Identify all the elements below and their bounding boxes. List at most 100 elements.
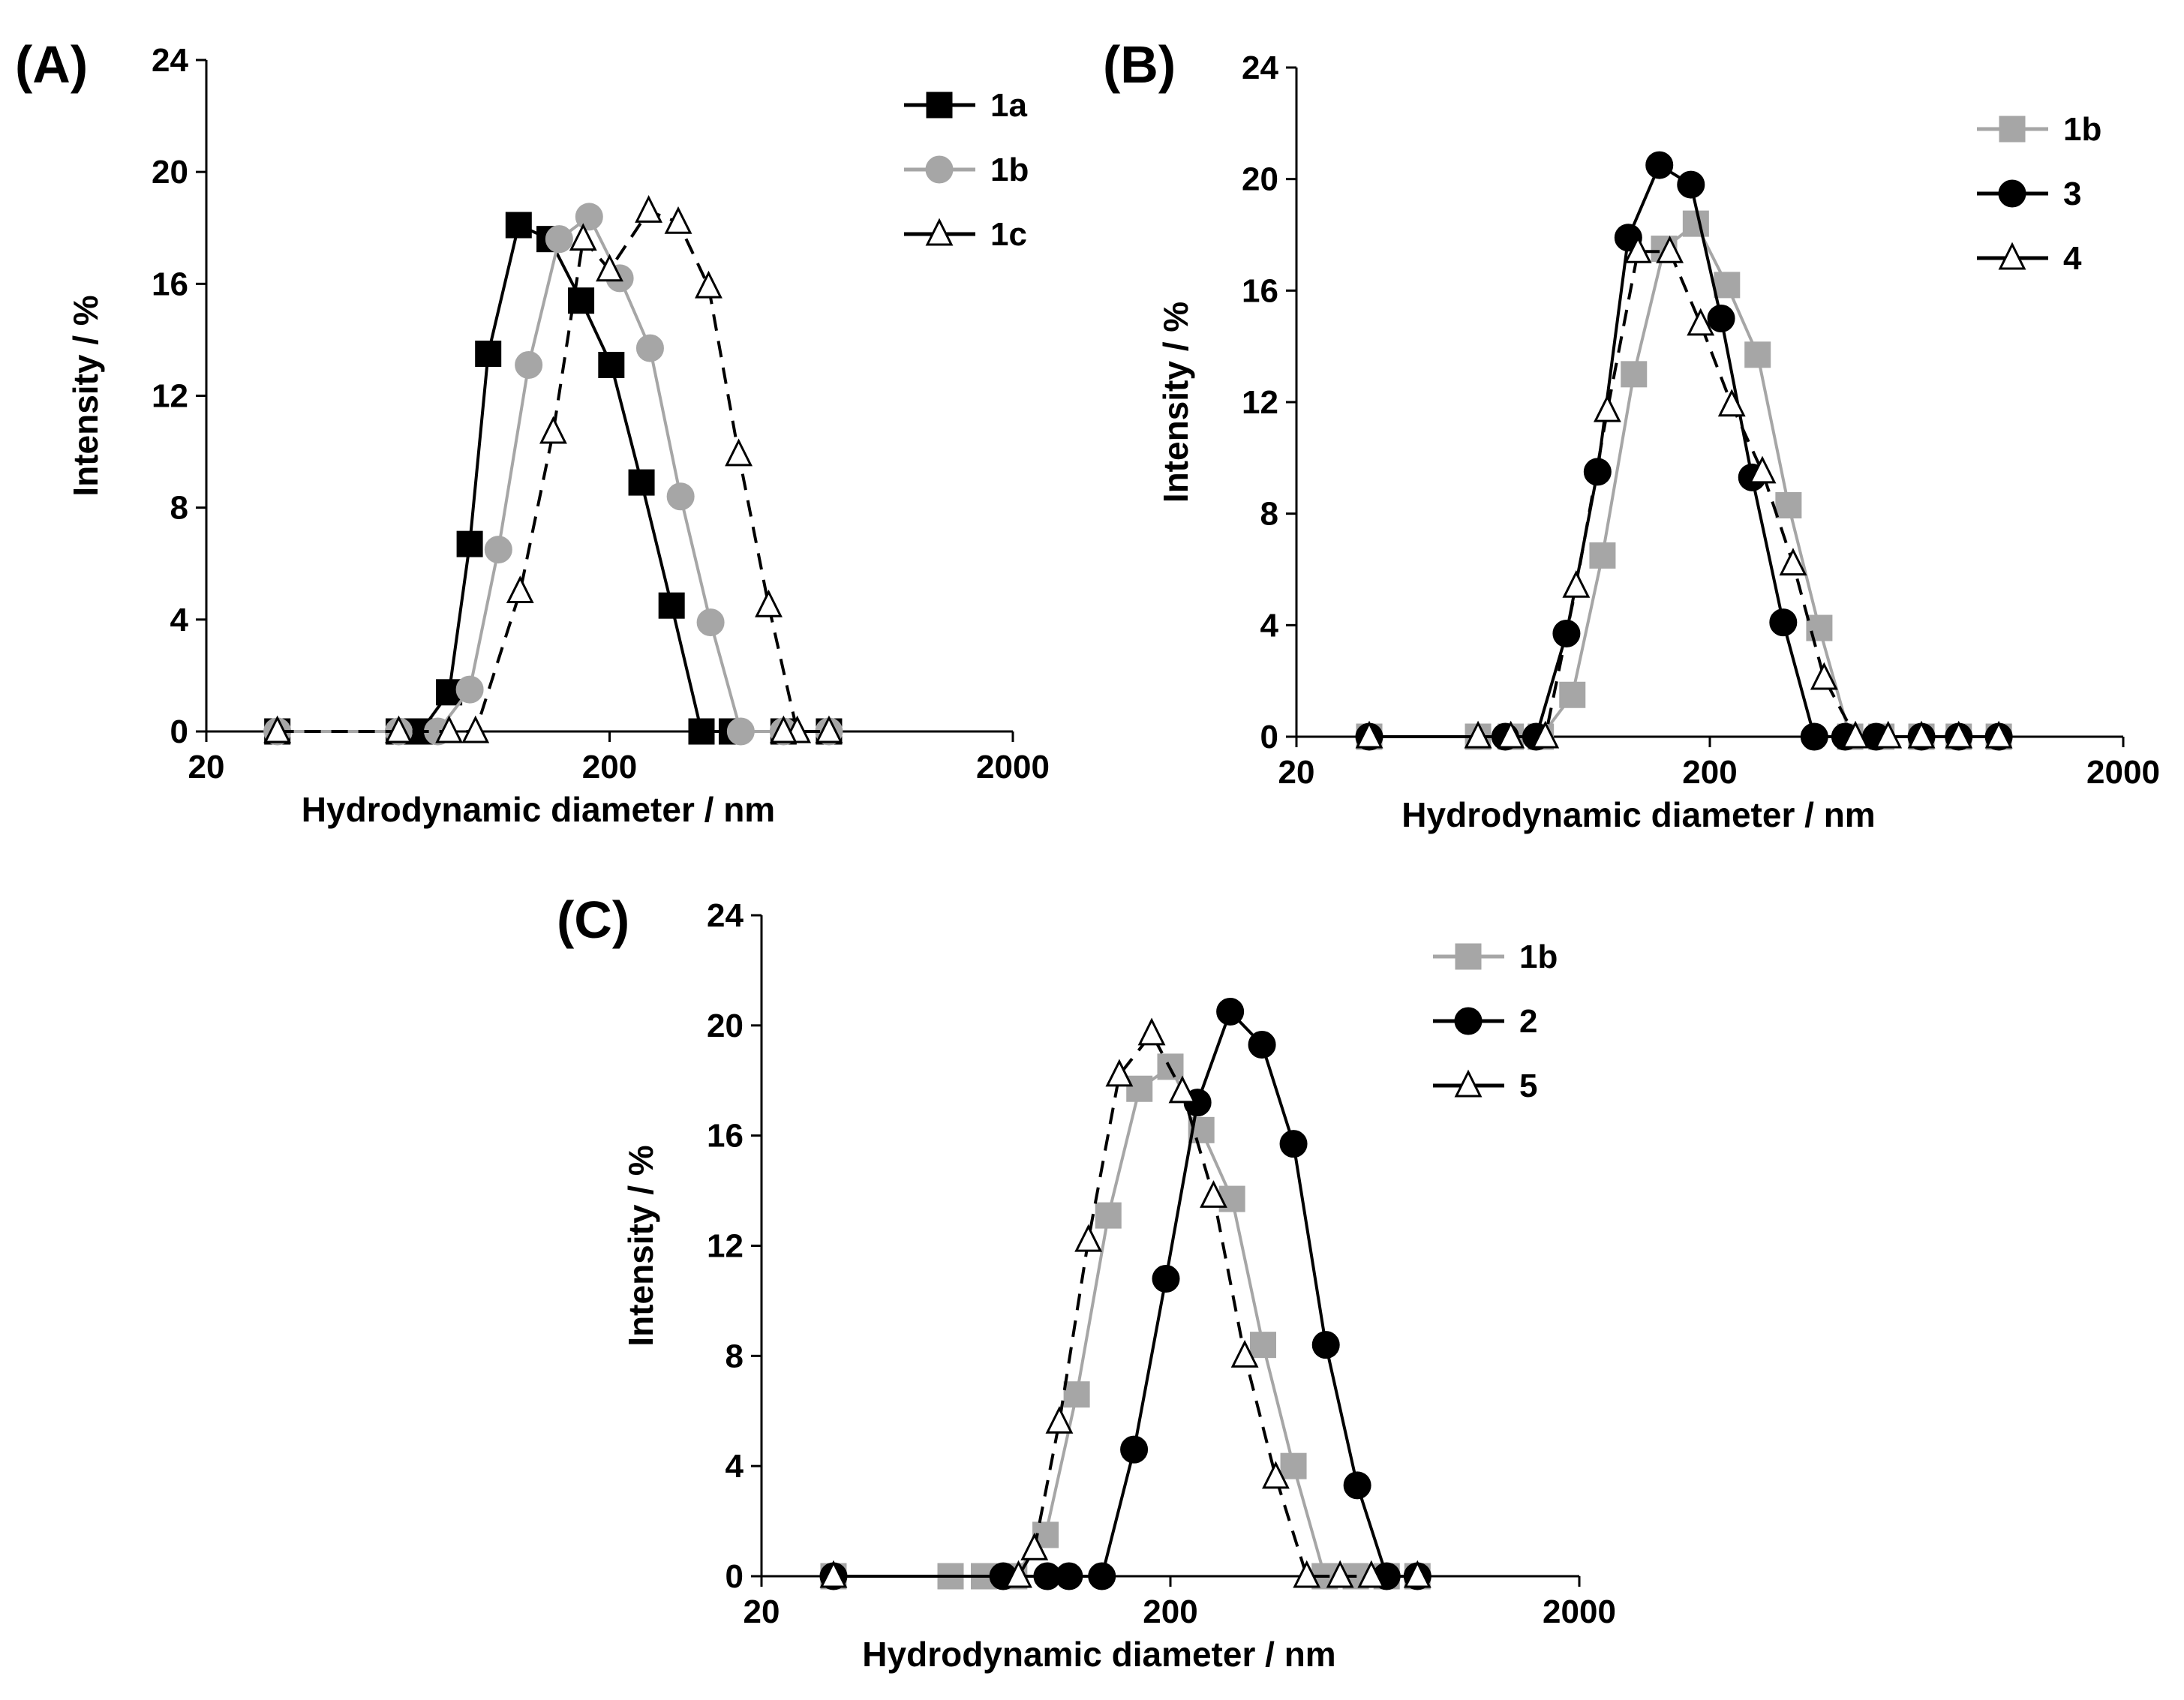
data-point-3 [1707, 305, 1735, 332]
series-line-1b [1369, 222, 1999, 738]
y-tick-label: 4 [170, 602, 189, 638]
y-axis-title: Intensity / % [66, 295, 105, 496]
data-point-1c [695, 270, 722, 299]
data-point-1b [1559, 681, 1586, 708]
data-point-1c [596, 254, 623, 282]
data-point-1b [1063, 1381, 1090, 1408]
data-point-1c [539, 416, 567, 444]
y-axis-title: Intensity / % [1156, 302, 1195, 503]
series-line-1b [834, 1065, 1418, 1578]
data-point-4 [1907, 720, 1936, 749]
data-point-1b [726, 717, 755, 746]
data-point-5 [1230, 1339, 1259, 1368]
x-tick-label: 200 [1682, 754, 1737, 791]
legend-item-3: 3 [1977, 176, 2081, 212]
data-point-1b [635, 334, 664, 362]
legend-item-4: 4 [1977, 240, 2082, 277]
series-1c [263, 195, 843, 743]
series-1a [264, 212, 843, 745]
legend-label: 2 [1519, 1003, 1537, 1040]
data-point-1b [1621, 361, 1648, 388]
y-axis-title: Intensity / % [621, 1145, 660, 1346]
x-tick-label: 200 [1143, 1593, 1197, 1630]
data-point-1b [1806, 614, 1833, 641]
chart-panel-2: 0 4 8 12 16 20 24 20 200 2000 Hydrodynamic diamete… [1103, 35, 2160, 834]
data-point-4 [1656, 235, 1684, 263]
data-point-4 [1945, 720, 1973, 749]
legend-marker [925, 155, 954, 184]
data-point-5 [1074, 1224, 1103, 1252]
data-point-5 [1262, 1461, 1290, 1489]
data-point-1a [598, 351, 625, 378]
data-point-2 [1055, 1562, 1083, 1590]
data-point-1c [815, 715, 843, 743]
series-4 [1355, 235, 2013, 749]
series-2 [819, 997, 1431, 1590]
data-point-1b [666, 482, 695, 511]
data-point-2 [1152, 1265, 1180, 1293]
x-tick-label: 200 [582, 749, 637, 785]
data-point-5 [1326, 1560, 1354, 1588]
data-point-1b [545, 225, 573, 254]
legend-label: 1c [990, 216, 1027, 253]
data-point-1c [506, 575, 534, 604]
data-point-4 [1687, 308, 1715, 336]
data-point-4 [1497, 720, 1525, 749]
y-tick-label: 4 [1260, 607, 1279, 644]
y-tick-label: 0 [170, 713, 188, 750]
data-point-1a [475, 341, 502, 368]
data-point-4 [1531, 720, 1560, 749]
y-tick-label: 16 [1242, 272, 1278, 309]
data-point-3 [1677, 170, 1705, 199]
data-point-5 [1137, 1017, 1166, 1046]
y-tick-label: 24 [707, 897, 744, 934]
legend-item-5: 5 [1433, 1068, 1537, 1104]
data-point-5 [1357, 1560, 1386, 1588]
legend-item-1c: 1c [904, 216, 1027, 253]
series-line-2 [834, 1010, 1418, 1578]
y-tick-label: 8 [170, 490, 188, 527]
y-tick-label: 8 [1260, 496, 1278, 533]
data-point-1b [1095, 1202, 1122, 1229]
series-1b [1356, 210, 2012, 750]
chart-panel-3: 0 4 8 12 16 20 24 20 200 2000 Hydrodynamic diamete… [557, 891, 1616, 1674]
data-point-1b [1589, 542, 1616, 569]
x-tick-label: 20 [188, 749, 225, 785]
data-point-2 [1248, 1031, 1276, 1059]
legend-marker [1455, 943, 1482, 970]
data-point-5 [1020, 1532, 1049, 1560]
legend-item-1b: 1b [904, 152, 1029, 188]
data-point-1b [1714, 272, 1741, 299]
data-point-1b [1249, 1332, 1276, 1359]
data-point-1b [1126, 1075, 1153, 1102]
panel-label: (B) [1103, 35, 1176, 94]
data-point-1b [1280, 1452, 1307, 1479]
data-point-1c [385, 715, 413, 743]
legend-marker [1999, 116, 2026, 143]
series-line-3 [1369, 164, 1999, 738]
data-point-3 [1800, 722, 1828, 751]
data-point-4 [1355, 720, 1383, 749]
data-point-5 [1293, 1560, 1321, 1588]
data-point-5 [1168, 1075, 1197, 1104]
data-point-1b [1744, 341, 1771, 368]
legend-marker [925, 218, 954, 246]
data-point-1c [769, 715, 798, 743]
data-point-1a [456, 530, 483, 557]
data-point-2 [1216, 997, 1245, 1026]
series-line-1b [277, 215, 829, 733]
data-point-4 [1810, 662, 1838, 690]
y-tick-label: 20 [1242, 161, 1278, 198]
legend-label: 1b [990, 152, 1029, 188]
data-point-1c [569, 223, 597, 251]
y-tick-label: 12 [707, 1228, 744, 1265]
x-tick-label: 2000 [976, 749, 1050, 785]
legend-marker [1454, 1069, 1483, 1098]
data-point-1a [688, 718, 715, 745]
x-tick-label: 2000 [2086, 754, 2160, 791]
legend-marker [926, 92, 953, 119]
series-line-5 [834, 1032, 1418, 1578]
series-1b [263, 203, 843, 746]
legend-item-1a: 1a [904, 87, 1027, 124]
